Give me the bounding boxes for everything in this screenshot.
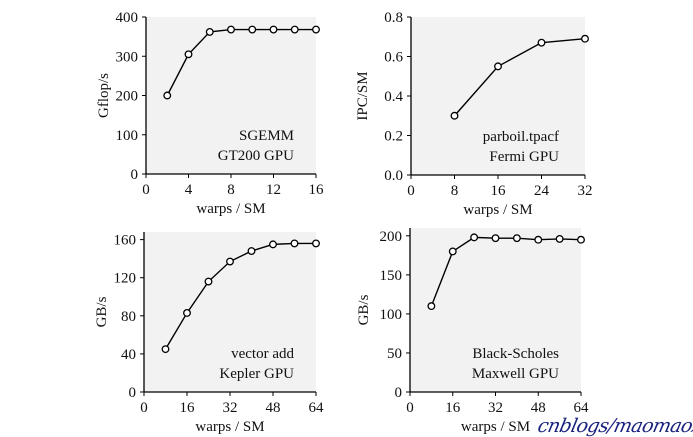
y-tick-label: 0	[395, 385, 403, 401]
y-tick-label: 80	[121, 309, 136, 325]
x-tick-label: 32	[578, 183, 593, 199]
x-tick-label: 4	[185, 182, 193, 198]
data-point	[269, 240, 277, 249]
data-point	[183, 309, 191, 317]
data-point	[226, 257, 234, 266]
plot-background	[410, 228, 581, 392]
data-point	[290, 239, 299, 248]
y-axis-label: GB/s	[356, 294, 372, 325]
data-point	[555, 234, 564, 243]
x-tick-label: 0	[406, 400, 414, 416]
y-tick-label: 0.6	[384, 50, 403, 66]
y-tick-label: 100	[380, 307, 403, 323]
x-tick-label: 64	[309, 400, 325, 416]
data-point	[494, 62, 502, 71]
y-tick-label: 40	[121, 347, 136, 363]
data-point	[161, 345, 170, 354]
y-tick-label: 0.4	[384, 89, 403, 105]
x-tick-label: 24	[534, 183, 550, 199]
y-axis-label: Gflop/s	[96, 73, 112, 118]
series-line	[453, 38, 586, 117]
data-point	[491, 234, 500, 243]
y-tick-label: 0.2	[384, 129, 403, 145]
watermark: cnblogs/maomaozi	[535, 415, 693, 437]
data-point	[205, 27, 214, 36]
x-tick-label: 48	[531, 400, 546, 416]
panel-annotation: parboil.tpacf	[483, 129, 559, 145]
x-tick-label: 16	[491, 183, 507, 199]
x-tick-label: 12	[266, 182, 281, 198]
x-axis-label: warps / SM	[463, 202, 532, 218]
y-axis-label: GB/s	[94, 296, 110, 327]
x-tick-label: 0	[140, 400, 148, 416]
panel-annotation: Black-Scholes	[472, 346, 559, 362]
y-tick-label: 0	[131, 167, 139, 183]
data-point	[227, 25, 235, 34]
chart-panel-3: 0 16 32 48 64 0 40 80 120 160 warps / SM GB/s vector…	[94, 232, 324, 435]
data-point	[427, 302, 436, 311]
data-point	[448, 247, 457, 256]
x-tick-label: 16	[180, 400, 196, 416]
y-tick-label: 200	[380, 229, 403, 245]
y-tick-label: 120	[114, 271, 137, 287]
data-point	[247, 247, 256, 255]
data-point	[290, 25, 299, 34]
data-point	[248, 25, 257, 34]
data-point	[184, 50, 193, 59]
plot-background	[146, 17, 316, 174]
x-tick-label: 16	[309, 182, 325, 198]
x-tick-label: 48	[266, 400, 281, 416]
x-axis-label: warps / SM	[461, 419, 530, 435]
x-tick-label: 32	[488, 400, 503, 416]
panel-annotation: GT200 GPU	[218, 148, 294, 164]
x-tick-label: 8	[451, 183, 459, 199]
chart-panel-4: 0 16 32 48 64 0 50 100 150 200 warps / SM GB/s Black…	[356, 228, 589, 435]
x-tick-label: 8	[227, 182, 235, 198]
data-point	[470, 233, 479, 242]
x-tick-label: 16	[445, 400, 461, 416]
panel-annotation: Maxwell GPU	[472, 366, 559, 382]
data-point	[537, 38, 546, 47]
y-tick-label: 0	[129, 385, 137, 401]
panel-annotation: Fermi GPU	[489, 149, 559, 165]
y-tick-label: 50	[387, 346, 402, 362]
x-tick-label: 32	[223, 400, 238, 416]
y-tick-label: 0.8	[384, 10, 403, 26]
y-axis-label: IPC/SM	[355, 71, 371, 120]
data-point	[204, 277, 213, 286]
x-tick-label: 0	[407, 183, 415, 199]
data-point	[312, 25, 320, 34]
y-tick-label: 100	[116, 128, 139, 144]
x-tick-label: 64	[574, 400, 590, 416]
panel-annotation: vector add	[231, 346, 294, 362]
x-axis-label: warps / SM	[195, 419, 264, 435]
data-point	[534, 235, 543, 244]
x-tick-label: 0	[142, 182, 150, 198]
y-tick-label: 0.0	[384, 168, 403, 184]
y-tick-label: 300	[116, 49, 139, 65]
data-point	[581, 34, 589, 43]
y-tick-label: 160	[114, 233, 137, 249]
panel-annotation: SGEMM	[239, 128, 294, 144]
y-tick-label: 150	[380, 268, 403, 284]
y-tick-label: 400	[116, 10, 139, 26]
data-point	[512, 234, 521, 243]
chart-panel-1: 0 4 8 12 16 0 100 200 300 400 warps / SM Gflop/s SGE…	[96, 10, 324, 217]
data-point	[312, 239, 320, 248]
data-point	[577, 235, 585, 244]
plot-background	[411, 17, 585, 175]
y-tick-label: 200	[116, 89, 139, 105]
panel-annotation: Kepler GPU	[219, 366, 294, 382]
data-point	[450, 111, 459, 120]
chart-panel-2: 0 8 16 24 32 0.0 0.2 0.4 0.6 0.8 warps / SM IPC/SM p…	[355, 10, 593, 218]
x-axis-label: warps / SM	[196, 201, 265, 217]
data-point	[163, 91, 172, 100]
data-point	[269, 25, 278, 34]
